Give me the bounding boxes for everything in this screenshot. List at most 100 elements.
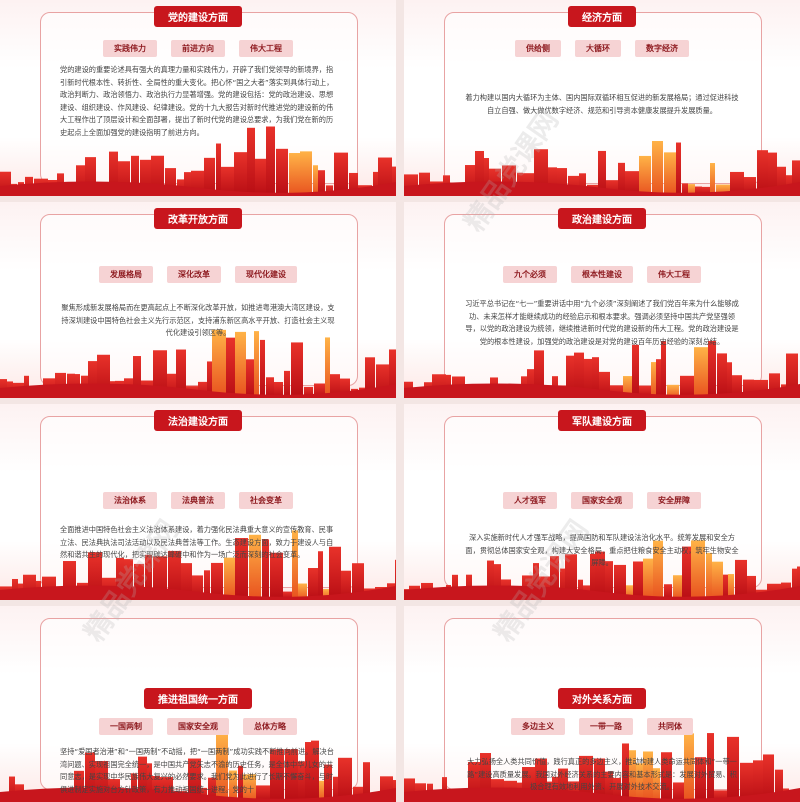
skyline-base-wave <box>0 585 396 600</box>
slide-title: 政治建设方面 <box>558 208 646 229</box>
slide-title: 军队建设方面 <box>558 410 646 431</box>
skyline-building <box>365 357 375 398</box>
tag: 安全屏障 <box>647 492 701 509</box>
skyline-building <box>298 583 307 600</box>
city-skyline-decoration <box>0 732 396 802</box>
skyline-building <box>599 371 610 398</box>
skyline-base-wave <box>404 787 800 802</box>
skyline-building <box>243 774 256 802</box>
city-skyline-decoration <box>404 733 800 802</box>
skyline-building <box>613 777 621 802</box>
skyline-building <box>131 773 137 802</box>
skyline-building <box>777 166 786 196</box>
skyline-base-wave <box>404 585 800 600</box>
skyline-building <box>633 561 643 600</box>
tag: 根本性建设 <box>571 266 633 283</box>
tag: 国家安全观 <box>571 492 633 509</box>
skyline-building <box>274 381 283 398</box>
skyline-building <box>775 769 783 802</box>
skyline-building <box>769 373 780 398</box>
skyline-building <box>680 375 694 398</box>
slide-body: 党的建设的重要论述具有强大的真理力量和实践伟力，开辟了我们党领导的新境界，指引新… <box>60 65 334 137</box>
skyline-building <box>389 349 396 398</box>
tag: 大循环 <box>575 40 621 57</box>
slide-1[interactable]: 党的建设方面 实践伟力 前进方向 伟大工程 党的建设的重要论述具有强大的真理力量… <box>0 0 396 196</box>
skyline-building <box>88 361 97 398</box>
slide-2[interactable]: 经济方面 供给侧 大循环 数字经济 着力构建以国内大循环为主体、国内国际双循环相… <box>404 0 800 196</box>
skyline-building <box>723 574 728 600</box>
skyline-building <box>664 584 672 600</box>
skyline-building <box>207 361 212 398</box>
slide-7[interactable]: 推进祖国统一方面 一国两制 国家安全观 总体方略 坚持“爱国者治港”和“一国两制… <box>0 606 396 802</box>
skyline-building <box>291 342 303 398</box>
slide-body: 着力构建以国内大循环为主体、国内国际双循环相互促进的新发展格局；通过促进科技自立… <box>465 93 739 115</box>
skyline-building <box>229 770 237 802</box>
skyline-building <box>246 359 254 398</box>
skyline-building <box>695 757 706 802</box>
skyline-building <box>352 563 364 600</box>
slide-5[interactable]: 法治建设方面 法治体系 法典普法 社会变革 全面推进中国特色社会主义法治体系建设… <box>0 404 396 600</box>
skyline-building <box>254 331 259 398</box>
skyline-building <box>465 165 475 196</box>
skyline-building <box>311 740 319 802</box>
skyline-building <box>653 768 660 802</box>
skyline-building <box>147 763 152 802</box>
tag: 社会变革 <box>239 492 293 509</box>
skyline-building <box>727 362 732 398</box>
skyline-building <box>579 755 593 802</box>
tag: 供给侧 <box>515 40 561 57</box>
skyline-building <box>712 561 723 600</box>
skyline-building <box>480 753 491 802</box>
skyline-building <box>484 158 489 196</box>
skyline-base-wave <box>0 787 396 802</box>
skyline-building <box>270 552 283 600</box>
skyline-building <box>226 337 235 398</box>
skyline-building <box>605 561 613 600</box>
slide-4[interactable]: 政治建设方面 九个必须 根本性建设 伟大工程 习近平总书记在“七一”重要讲话中用… <box>404 202 800 398</box>
skyline-building <box>284 370 290 398</box>
slide-3[interactable]: 改革开放方面 发展格局 深化改革 现代化建设 聚焦形成新发展格局而在更高起点上不… <box>0 202 396 398</box>
skyline-building <box>234 152 247 196</box>
skyline-building <box>134 563 144 600</box>
skyline-building <box>256 785 270 802</box>
skyline-building <box>340 378 350 398</box>
skyline-building <box>216 732 228 802</box>
skyline-building <box>308 568 318 600</box>
slide-6[interactable]: 军队建设方面 人才强军 国家安全观 安全屏障 深入实施新时代人才强军战略，提高国… <box>404 404 800 600</box>
skyline-building <box>266 126 275 196</box>
skyline-building <box>792 568 797 600</box>
skyline-building <box>85 752 95 802</box>
skyline-building <box>204 570 210 600</box>
skyline-building <box>676 142 681 196</box>
skyline-building <box>598 150 606 196</box>
skyline-building <box>625 171 639 196</box>
skyline-building <box>590 553 595 600</box>
tag: 九个必须 <box>503 266 557 283</box>
skyline-building <box>305 742 311 802</box>
skyline-building <box>395 559 396 600</box>
skyline-building <box>694 347 708 398</box>
skyline-building <box>313 165 318 196</box>
slide-body: 聚焦形成新发展格局而在更高起点上不断深化改革开放，如推进粤港澳大湾区建设，支持深… <box>61 303 335 337</box>
skyline-building <box>318 170 325 196</box>
tag-row: 九个必须 根本性建设 伟大工程 <box>404 266 800 283</box>
skyline-building <box>168 550 181 600</box>
skyline-building <box>534 350 544 398</box>
skyline-building <box>338 757 352 802</box>
city-skyline-decoration <box>404 340 800 398</box>
skyline-building <box>334 152 348 196</box>
tag: 前进方向 <box>171 40 225 57</box>
skyline-base-wave <box>404 181 800 196</box>
tag-row: 发展格局 深化改革 现代化建设 <box>0 266 396 283</box>
skyline-building <box>283 591 292 600</box>
skyline-building <box>349 172 358 196</box>
tag: 共同体 <box>647 718 693 735</box>
slide-body: 深入实施新时代人才强军战略，提高国防和军队建设法治化水平。统筹发展和安全方面，贯… <box>465 533 739 567</box>
skyline-building <box>188 758 201 802</box>
skyline-building <box>76 165 85 196</box>
skyline-building <box>735 559 747 600</box>
skyline-building <box>753 760 763 802</box>
slide-8[interactable]: 对外关系方面 多边主义 一带一路 共同体 大力弘扬全人类共同价值，践行真正的多边… <box>404 606 800 802</box>
skyline-building <box>716 184 730 196</box>
skyline-building <box>579 173 586 196</box>
